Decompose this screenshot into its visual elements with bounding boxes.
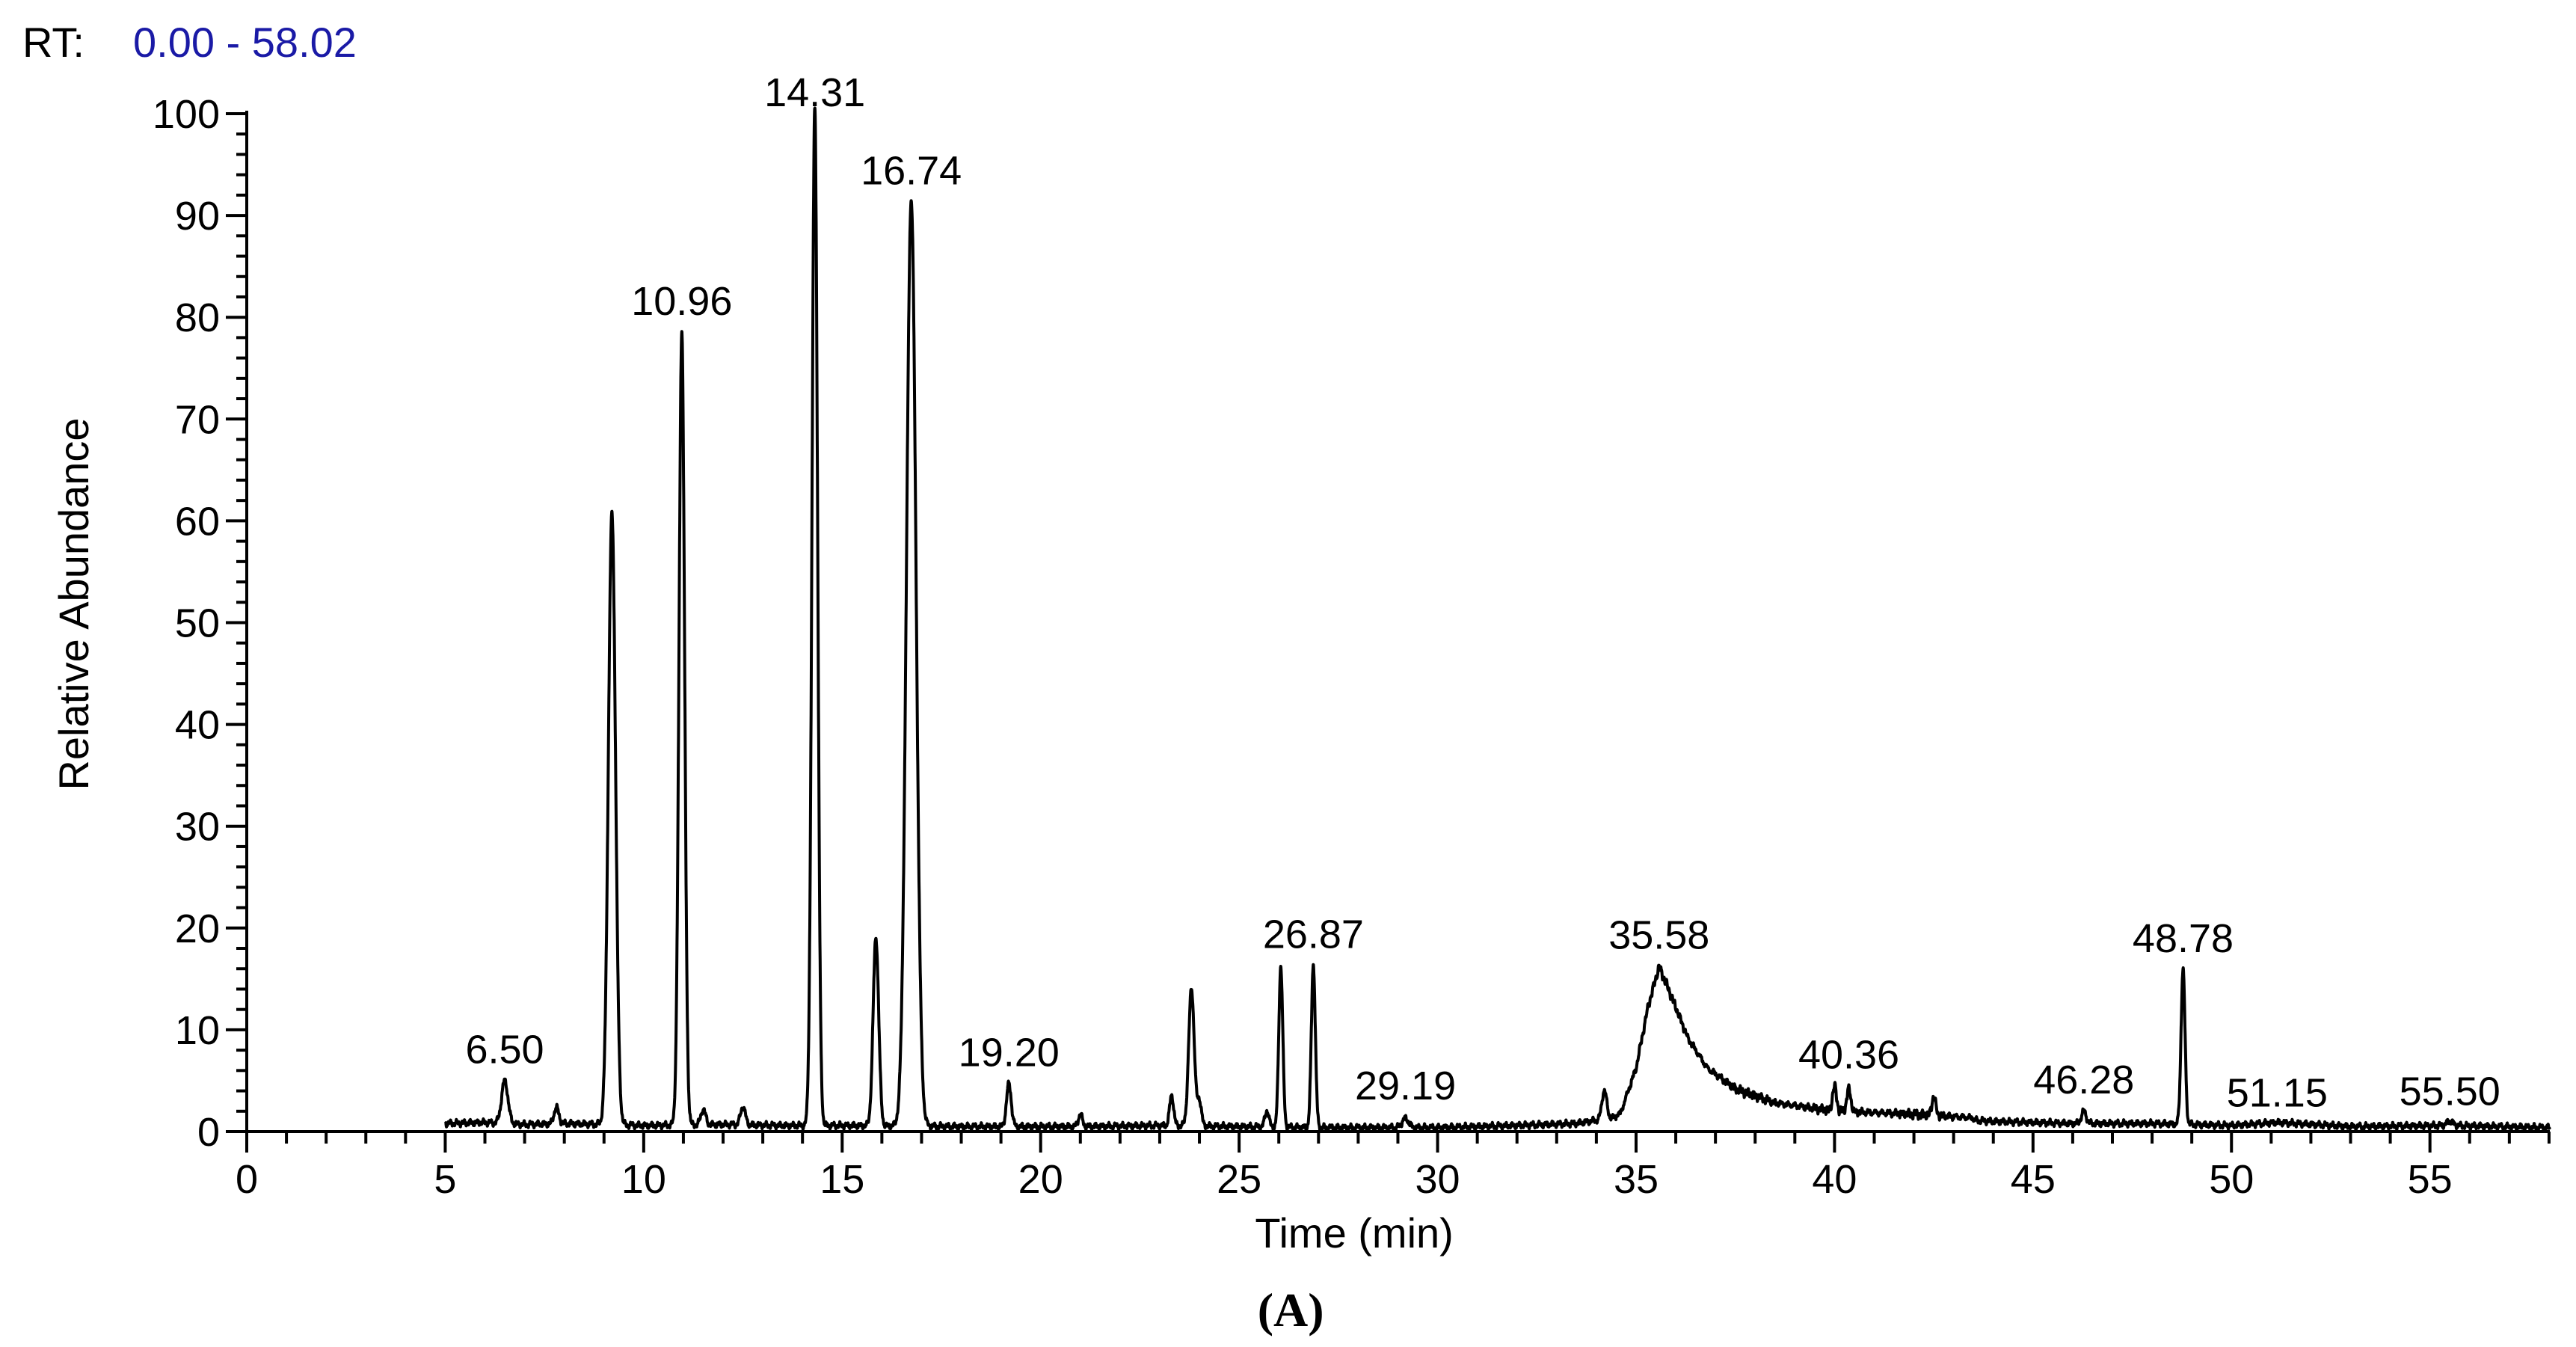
y-tick-label: 90	[175, 194, 220, 239]
y-tick-label: 30	[175, 805, 220, 850]
y-tick-label: 100	[153, 92, 220, 137]
y-axis-ticks: 0 10 20 30 40 50 60 70 80 90 100	[153, 92, 247, 1155]
peak-label: 40.36	[1798, 1032, 1899, 1077]
x-tick-label: 15	[820, 1157, 864, 1202]
x-tick-label: 40	[1812, 1157, 1857, 1202]
peak-label: 16.74	[861, 148, 962, 193]
x-tick-label: 0	[236, 1157, 258, 1202]
peak-labels: 6.50 10.96 14.31 16.74 19.20 26.87 29.19 35.58 4…	[465, 70, 2500, 1116]
peak-label: 51.15	[2227, 1071, 2328, 1116]
x-tick-label: 35	[1614, 1157, 1659, 1202]
chromatogram-trace	[443, 106, 2551, 1133]
peak-label: 55.50	[2400, 1070, 2500, 1114]
x-axis-ticks: 0 5 10 15 20 25 30 35 40 45 50 55	[236, 1132, 2551, 1202]
x-tick-label: 55	[2408, 1157, 2453, 1202]
y-axis-title: Relative Abundance	[50, 417, 97, 790]
y-tick-label: 80	[175, 295, 220, 340]
peak-label: 46.28	[2033, 1058, 2134, 1102]
x-tick-label: 20	[1018, 1157, 1063, 1202]
x-axis-title: Time (min)	[1255, 1209, 1453, 1257]
x-tick-label: 10	[621, 1157, 666, 1202]
peak-label: 19.20	[959, 1031, 1060, 1076]
x-tick-label: 25	[1217, 1157, 1261, 1202]
rt-range: 0.00 - 58.02	[133, 19, 357, 66]
x-tick-label: 5	[434, 1157, 456, 1202]
y-tick-label: 40	[175, 703, 220, 748]
y-tick-label: 50	[175, 601, 220, 646]
chromatogram-line	[443, 106, 2551, 1133]
rt-label: RT:	[22, 19, 84, 66]
peak-label: 26.87	[1263, 912, 1364, 957]
peak-label: 48.78	[2133, 916, 2234, 961]
x-tick-label: 45	[2011, 1157, 2056, 1202]
y-tick-label: 10	[175, 1008, 220, 1053]
y-tick-label: 60	[175, 499, 220, 544]
figure-label: (A)	[1258, 1283, 1324, 1337]
x-tick-label: 30	[1415, 1157, 1460, 1202]
peak-label: 14.31	[764, 70, 865, 115]
peak-label: 35.58	[1608, 913, 1709, 958]
x-tick-label: 50	[2209, 1157, 2254, 1202]
y-tick-label: 20	[175, 906, 220, 951]
peak-label: 29.19	[1355, 1064, 1456, 1108]
y-tick-label: 0	[197, 1110, 220, 1155]
peak-label: 10.96	[631, 279, 732, 324]
peak-label: 6.50	[465, 1027, 544, 1072]
y-tick-label: 70	[175, 397, 220, 442]
